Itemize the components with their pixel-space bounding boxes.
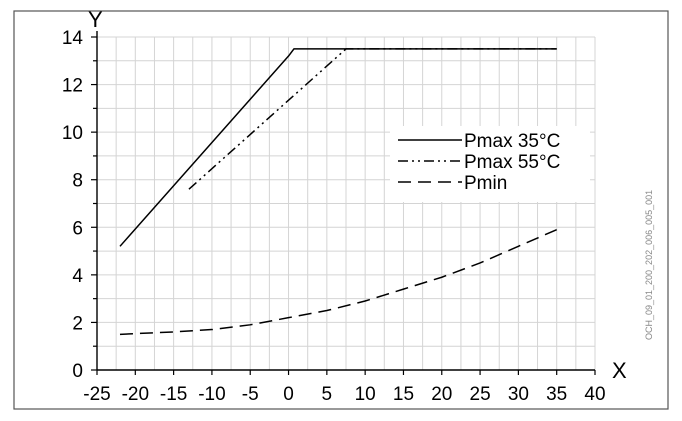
y-axis-label: Y [88,7,103,32]
x-tick-label: 35 [546,384,567,405]
x-tick-label: 0 [283,384,294,405]
x-tick-label: -15 [160,384,187,405]
y-tick-label: 12 [62,76,83,97]
y-tick-label: 0 [72,361,83,382]
x-tick-label: -5 [242,384,259,405]
legend-label-pmax-35-c: Pmax 35°C [464,131,560,152]
x-axis-label: X [612,358,627,383]
x-tick-label: 40 [584,384,605,405]
chart-border [13,10,669,410]
x-tick-label: -10 [198,384,225,405]
grid [96,36,596,370]
x-tick-label: 30 [508,384,529,405]
y-tick-label: 6 [72,218,83,239]
x-tick-label: 20 [431,384,452,405]
image-code-label: OCH_09_01_200_202_006_005_001 [644,190,654,340]
x-tick-label: 15 [393,384,414,405]
series [119,48,557,336]
y-tick-label: 8 [72,171,83,192]
legend-background [390,126,590,202]
series-line-pmin [119,228,557,336]
legend-label-pmin: Pmin [464,173,507,194]
y-tick-label: 14 [62,28,84,49]
legend-label-pmax-55-c: Pmax 55°C [464,152,560,173]
x-tick-label: 10 [355,384,376,405]
y-tick-label: 10 [62,123,83,144]
x-tick-label: 25 [470,384,491,405]
y-tick-label: 2 [72,313,83,334]
axes [91,31,596,375]
series-line-pmax-35-c [119,48,557,247]
x-tick-label: -25 [83,384,110,405]
x-tick-label: 5 [322,384,333,405]
tick-labels: -25 -20 -15 -10 -5 0 5 10 15 20 25 30 35 40 0 2 4 6 8 10 12 1… [62,28,606,405]
series-line-pmax-55-c [188,48,557,190]
y-tick-label: 4 [72,266,83,287]
x-tick-label: -20 [122,384,149,405]
